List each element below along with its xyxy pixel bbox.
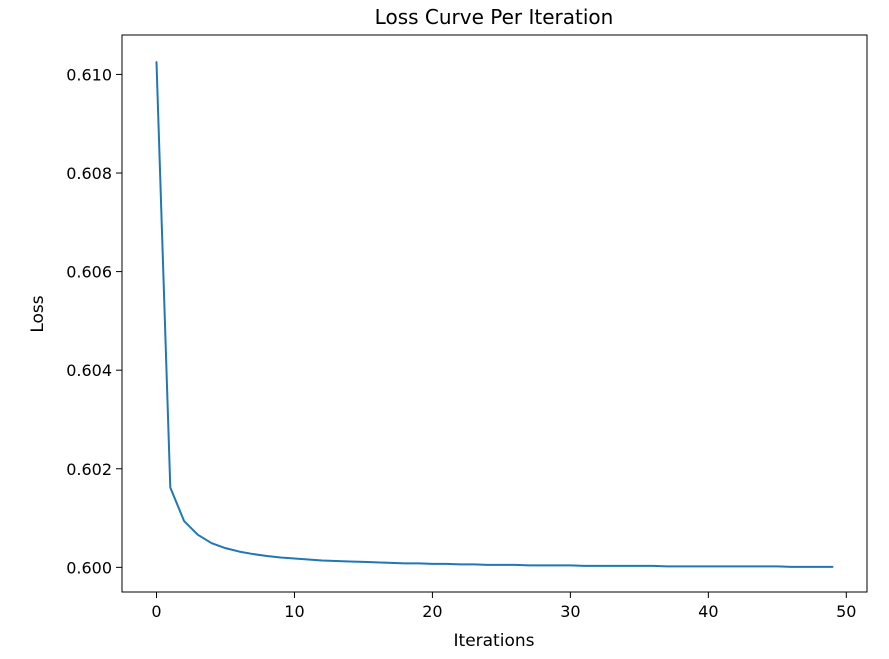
loss-data-point — [721, 566, 723, 568]
loss-data-point — [694, 566, 696, 568]
loss-data-point — [514, 564, 516, 566]
loss-data-point — [832, 566, 834, 568]
loss-data-point — [818, 566, 820, 568]
loss-data-point — [777, 566, 779, 568]
loss-data-point — [804, 566, 806, 568]
loss-series-line — [155, 61, 834, 568]
loss-data-point — [735, 566, 737, 568]
loss-data-point — [238, 551, 240, 553]
loss-data-point — [376, 562, 378, 564]
loss-data-point — [363, 561, 365, 563]
chart-title: Loss Curve Per Iteration — [375, 5, 614, 29]
loss-data-point — [763, 566, 765, 568]
loss-data-point — [390, 562, 392, 564]
loss-data-point — [639, 565, 641, 567]
loss-data-point — [611, 565, 613, 567]
series-layer — [155, 61, 834, 568]
x-tick-label: 50 — [836, 602, 856, 621]
y-tick-label: 0.608 — [66, 164, 112, 183]
loss-data-point — [597, 565, 599, 567]
y-tick-label: 0.606 — [66, 263, 112, 282]
y-axis-label: Loss — [28, 295, 48, 332]
y-tick-label: 0.610 — [66, 65, 112, 84]
plot-frame — [121, 34, 868, 593]
loss-data-point — [432, 563, 434, 565]
loss-data-point — [708, 566, 710, 568]
loss-data-point — [169, 487, 171, 489]
loss-data-point — [335, 560, 337, 562]
loss-data-point — [680, 566, 682, 568]
loss-data-point — [501, 564, 503, 566]
loss-data-point — [625, 565, 627, 567]
loss-data-point — [473, 564, 475, 566]
loss-data-point — [321, 560, 323, 562]
loss-data-point — [528, 565, 530, 567]
loss-data-point — [183, 520, 185, 522]
loss-data-point — [418, 563, 420, 565]
loss-data-point — [225, 547, 227, 549]
loss-data-point — [349, 561, 351, 563]
loss-data-point — [294, 558, 296, 560]
loss-data-point — [556, 565, 558, 567]
y-tick-label: 0.604 — [66, 361, 112, 380]
x-tick-label: 30 — [560, 602, 580, 621]
loss-data-point — [666, 566, 668, 568]
x-tick-label: 10 — [284, 602, 304, 621]
x-tick-label: 0 — [151, 602, 161, 621]
loss-data-point — [652, 565, 654, 567]
loss-data-point — [307, 559, 309, 561]
y-tick-label: 0.600 — [66, 558, 112, 577]
loss-data-point — [404, 563, 406, 565]
loss-data-point — [280, 557, 282, 559]
loss-data-point — [542, 565, 544, 567]
loss-data-point — [197, 534, 199, 536]
x-axis-label: Iterations — [454, 631, 535, 651]
loss-data-point — [459, 564, 461, 566]
loss-data-point — [156, 61, 158, 63]
x-tick-label: 20 — [422, 602, 442, 621]
loss-data-point — [570, 565, 572, 567]
loss-data-point — [790, 566, 792, 568]
loss-data-point — [211, 542, 213, 544]
loss-data-point — [445, 563, 447, 565]
x-tick-label: 40 — [698, 602, 718, 621]
loss-data-point — [749, 566, 751, 568]
loss-data-point — [583, 565, 585, 567]
ticks-layer: 0 10 20 30 40 50 0.600 0.602 0.604 0.606 0.608 0.61… — [66, 65, 856, 621]
loss-data-point — [487, 564, 489, 566]
y-tick-label: 0.602 — [66, 460, 112, 479]
loss-data-point — [266, 555, 268, 557]
loss-data-point — [252, 553, 254, 555]
